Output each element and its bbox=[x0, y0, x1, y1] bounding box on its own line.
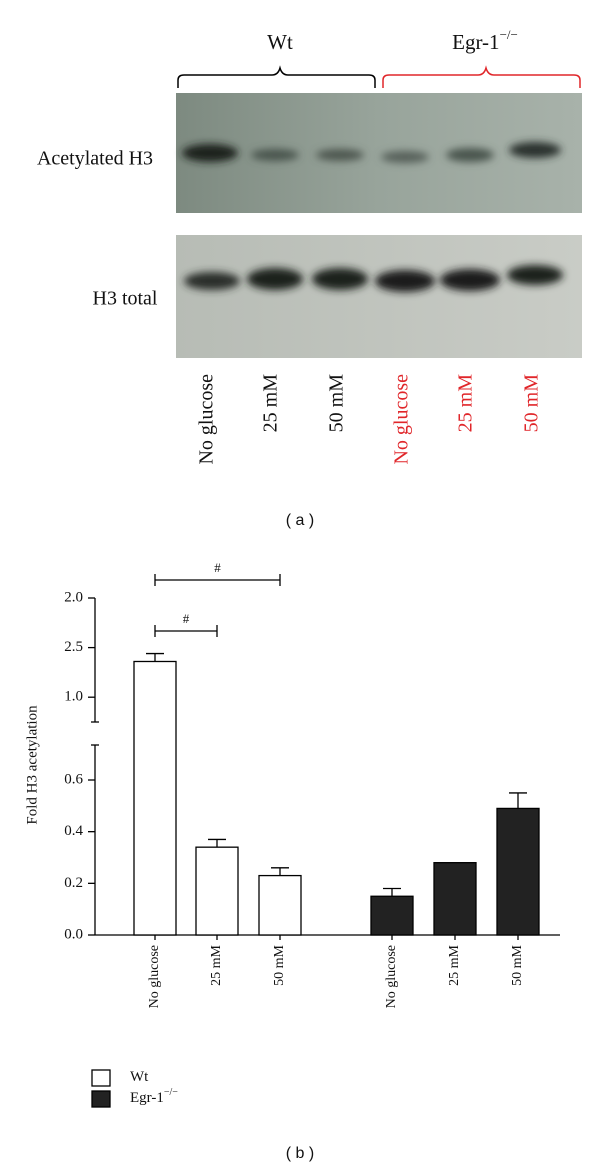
bar bbox=[370, 895, 414, 936]
error-bar bbox=[271, 867, 289, 876]
significance-bracket bbox=[154, 625, 218, 637]
legend-swatch bbox=[91, 1090, 111, 1108]
brace bbox=[177, 65, 376, 88]
caption: ( b ) bbox=[286, 1145, 314, 1162]
lane-label: No glucose bbox=[391, 374, 413, 465]
y-tick-label: 2.0 bbox=[64, 589, 83, 605]
x-tick-label: 25 mM bbox=[447, 944, 462, 985]
x-tick-label: 50 mM bbox=[510, 944, 525, 985]
lane-label: 50 mM bbox=[521, 374, 543, 433]
lane-label: 50 mM bbox=[326, 374, 348, 433]
group-label: Egr-1−/− bbox=[452, 27, 518, 54]
lane-label: No glucose bbox=[196, 374, 218, 465]
x-tick-label: No glucose bbox=[384, 945, 399, 1008]
legend-sup: −/− bbox=[164, 1087, 178, 1098]
legend-label: Egr-1−/− bbox=[130, 1087, 178, 1106]
blot-panel bbox=[176, 235, 582, 358]
legend-name: Wt bbox=[130, 1069, 149, 1085]
y-axis-label: Fold H3 acetylation bbox=[24, 705, 40, 825]
bar bbox=[496, 807, 540, 936]
x-tick-label: 25 mM bbox=[209, 944, 224, 985]
error-bar bbox=[383, 887, 401, 897]
lane-label: 25 mM bbox=[455, 374, 477, 433]
brace bbox=[382, 65, 581, 88]
y-tick-label: 1.0 bbox=[64, 689, 83, 705]
y-tick-label: 0.4 bbox=[64, 823, 83, 839]
bands bbox=[182, 142, 563, 292]
caption: ( a ) bbox=[286, 512, 314, 529]
bar bbox=[133, 660, 177, 936]
group-label-main: Egr-1 bbox=[452, 30, 499, 54]
bar bbox=[433, 862, 477, 936]
row-label: Acetylated H3 bbox=[37, 148, 153, 170]
x-tick-label: No glucose bbox=[147, 945, 162, 1008]
bar bbox=[258, 874, 302, 936]
significance-label: # bbox=[183, 611, 190, 626]
x-tick-label: 50 mM bbox=[272, 944, 287, 985]
error-bar bbox=[509, 792, 527, 809]
y-tick-label: 0.2 bbox=[64, 875, 83, 891]
significance-label: # bbox=[214, 560, 221, 575]
y-tick-label: 2.5 bbox=[64, 639, 83, 655]
legend-name: Egr-1 bbox=[130, 1090, 164, 1106]
error-bar bbox=[208, 838, 226, 848]
y-tick-label: 0.6 bbox=[64, 771, 83, 787]
group-label-sup: −/− bbox=[500, 27, 518, 42]
bar bbox=[195, 846, 239, 936]
legend-label: Wt bbox=[130, 1069, 149, 1085]
significance-bracket bbox=[154, 574, 281, 586]
row-label: H3 total bbox=[93, 288, 158, 310]
legend-swatch bbox=[91, 1069, 111, 1087]
lane-label: 25 mM bbox=[260, 374, 282, 433]
y-tick-label: 0.0 bbox=[64, 926, 83, 942]
error-bar bbox=[146, 652, 164, 662]
group-label: Wt bbox=[267, 30, 293, 54]
